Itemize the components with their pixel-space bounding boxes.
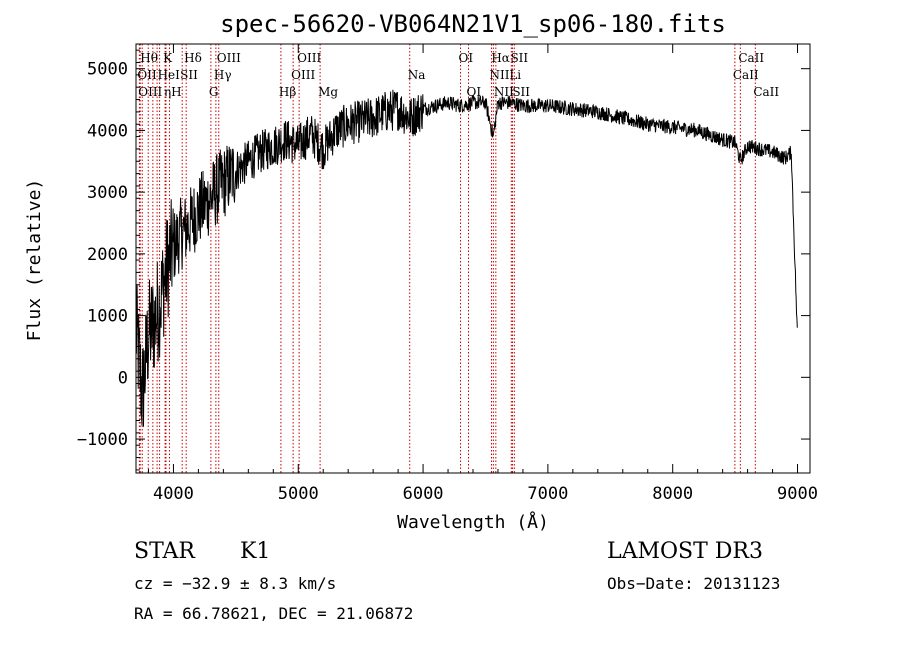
x-tick-label: 7000 [527,484,568,504]
line-marker-label: CaII [738,51,764,65]
y-tick-label: 4000 [87,121,128,141]
x-tick-label: 8000 [652,484,693,504]
line-marker-label: Na [408,68,426,82]
y-axis: −1000 0 1000 2000 3000 4000 5000 [77,49,810,471]
y-axis-label: Flux (relative) [24,179,45,342]
x-tick-label: 6000 [403,484,444,504]
line-marker-label: CaII [753,85,779,99]
x-tick-label: 5000 [278,484,319,504]
line-marker-label: Hγ [214,68,232,82]
line-marker-label: G [209,85,219,99]
line-marker-label: OIII [217,51,241,65]
line-marker-label: OIII [291,68,315,82]
y-tick-label: 2000 [87,245,128,265]
y-tick-label: 3000 [87,183,128,203]
line-marker-label: Li [509,68,521,82]
line-marker-label: HeI [158,68,181,82]
y-tick-label: 5000 [87,60,128,80]
line-marker-label: Hθ [140,51,158,65]
line-marker-label: NII [489,68,509,82]
line-marker-label: OIII [297,51,321,65]
y-tick-label: −1000 [77,430,128,450]
survey-label: LAMOST DR3 [607,539,763,564]
x-axis-label: Wavelength (Å) [397,511,549,533]
object-subclass: K1 [240,539,271,564]
line-marker-label: Hβ [279,85,296,99]
x-tick-label: 9000 [777,484,818,504]
object-class: STAR [134,539,195,564]
line-marker-label: Hδ [184,51,202,65]
line-marker-label: Mg [318,85,338,99]
line-marker-label: CaII [733,68,759,82]
spectral-line-labels: HθOIIOIIIHeIKηHSIIHδGHγOIIIHβOIIIOIIIMgN… [137,51,779,99]
line-marker-label: OIII [138,85,162,99]
line-marker-label: SII [180,68,198,82]
plot-frame [135,43,811,474]
redshift-text: cz = −32.9 ± 8.3 km/s [134,574,337,593]
spectrum-line [135,89,798,427]
coordinates-text: RA = 66.78621, DEC = 21.06872 [134,604,414,623]
line-marker-label: OII [137,68,157,82]
line-marker-label: Hα [491,51,510,65]
line-marker-label: SII [512,85,530,99]
line-marker-label: ηH [164,85,182,99]
x-tick-label: 4000 [153,484,194,504]
y-tick-label: 1000 [87,307,128,327]
line-marker-label: OI [459,51,474,65]
obs-date-text: Obs−Date: 20131123 [607,574,781,593]
line-marker-label: OI [467,85,482,99]
x-axis: 4000 5000 6000 7000 8000 9000 [147,44,818,504]
y-tick-label: 0 [118,368,128,388]
line-marker-label: K [163,51,173,65]
spectral-line-markers [138,44,756,473]
chart-title: spec-56620-VB064N21V1_sp06-180.fits [220,10,726,38]
line-marker-label: SII [510,51,528,65]
line-marker-label: NII [494,85,514,99]
